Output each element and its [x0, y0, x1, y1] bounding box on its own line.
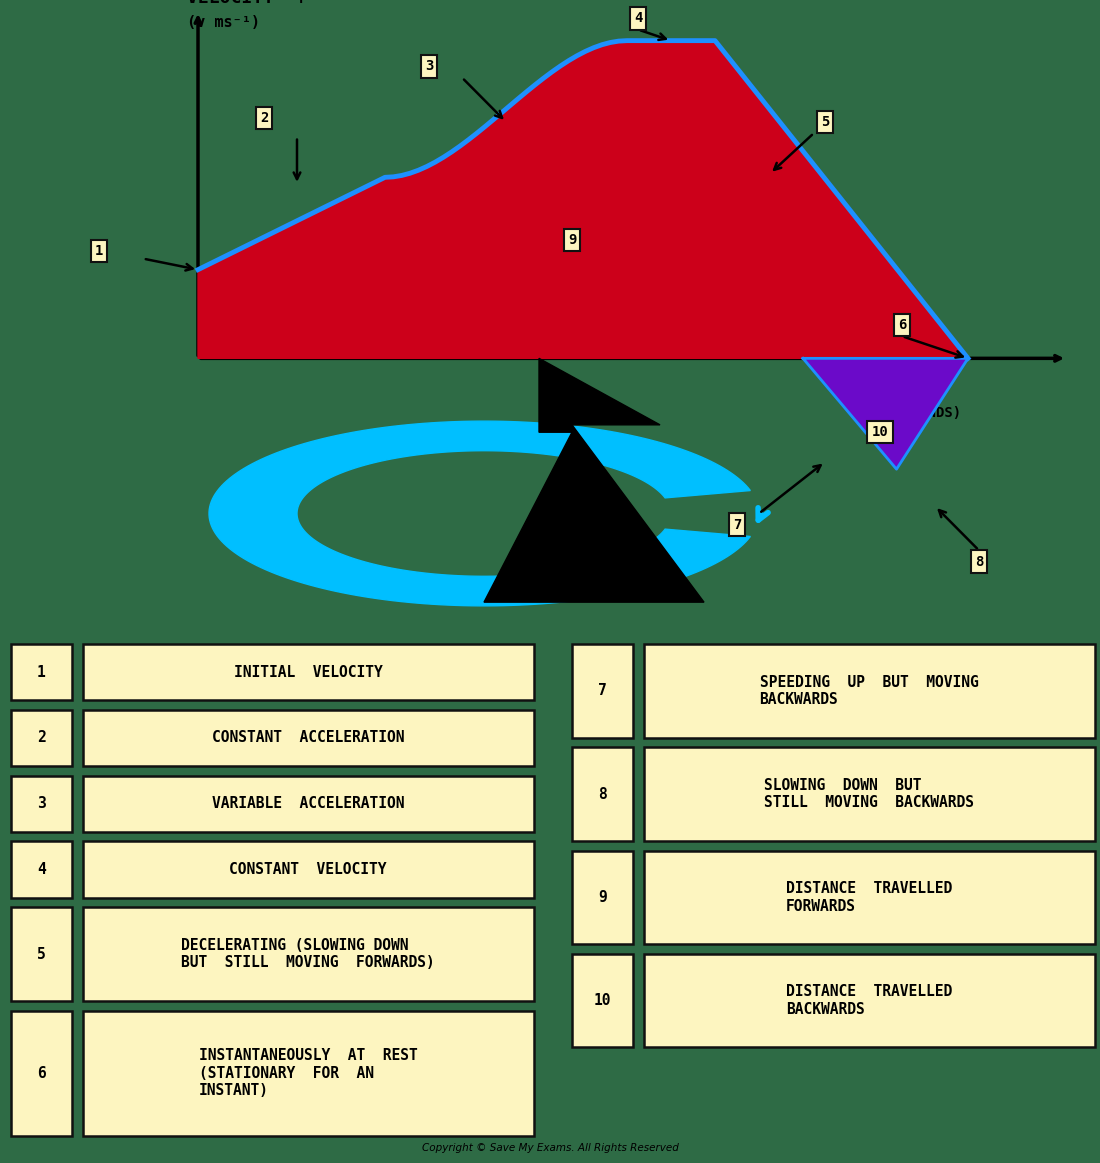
- FancyBboxPatch shape: [82, 776, 534, 832]
- Polygon shape: [209, 421, 750, 606]
- Polygon shape: [803, 358, 968, 469]
- FancyBboxPatch shape: [644, 644, 1094, 737]
- FancyBboxPatch shape: [11, 644, 72, 700]
- Text: 3: 3: [37, 797, 45, 812]
- FancyBboxPatch shape: [572, 748, 632, 841]
- Text: 3: 3: [425, 59, 433, 73]
- FancyBboxPatch shape: [11, 709, 72, 766]
- Text: 4: 4: [634, 12, 642, 26]
- Text: INSTANTANEOUSLY  AT  REST
(STATIONARY  FOR  AN
INSTANT): INSTANTANEOUSLY AT REST (STATIONARY FOR …: [199, 1049, 417, 1098]
- FancyBboxPatch shape: [644, 954, 1094, 1048]
- Text: 5: 5: [821, 115, 829, 129]
- Text: 5: 5: [37, 947, 45, 962]
- Text: Copyright © Save My Exams. All Rights Reserved: Copyright © Save My Exams. All Rights Re…: [421, 1143, 679, 1154]
- Text: 4: 4: [37, 862, 45, 877]
- FancyBboxPatch shape: [11, 1011, 72, 1136]
- Text: 6: 6: [898, 319, 906, 333]
- FancyBboxPatch shape: [82, 842, 534, 898]
- Text: 8: 8: [598, 786, 606, 801]
- FancyBboxPatch shape: [644, 850, 1094, 944]
- Text: 1: 1: [95, 244, 103, 258]
- FancyBboxPatch shape: [11, 907, 72, 1001]
- FancyBboxPatch shape: [572, 850, 632, 944]
- Text: 1: 1: [37, 665, 45, 679]
- FancyBboxPatch shape: [644, 748, 1094, 841]
- Text: 7: 7: [598, 684, 606, 698]
- FancyBboxPatch shape: [572, 954, 632, 1048]
- FancyBboxPatch shape: [82, 1011, 534, 1136]
- Text: DECELERATING (SLOWING DOWN
BUT  STILL  MOVING  FORWARDS): DECELERATING (SLOWING DOWN BUT STILL MOV…: [182, 937, 434, 970]
- Polygon shape: [198, 41, 968, 358]
- Text: CONSTANT  VELOCITY: CONSTANT VELOCITY: [229, 862, 387, 877]
- Text: 6: 6: [37, 1066, 45, 1080]
- Text: 2: 2: [260, 112, 268, 126]
- FancyBboxPatch shape: [11, 842, 72, 898]
- Polygon shape: [484, 358, 704, 602]
- Text: 2: 2: [37, 730, 45, 745]
- Text: VELOCITY  ↑: VELOCITY ↑: [187, 0, 307, 7]
- Text: VARIABLE  ACCELERATION: VARIABLE ACCELERATION: [211, 797, 404, 812]
- Text: (v ms⁻¹): (v ms⁻¹): [187, 15, 260, 29]
- Text: SPEEDING  UP  BUT  MOVING
BACKWARDS: SPEEDING UP BUT MOVING BACKWARDS: [760, 675, 978, 707]
- FancyBboxPatch shape: [82, 907, 534, 1001]
- Text: 9: 9: [568, 233, 576, 247]
- FancyBboxPatch shape: [11, 776, 72, 832]
- Text: INITIAL  VELOCITY: INITIAL VELOCITY: [233, 665, 383, 679]
- Text: TIME: TIME: [902, 384, 942, 402]
- Text: DISTANCE  TRAVELLED
BACKWARDS: DISTANCE TRAVELLED BACKWARDS: [785, 984, 953, 1016]
- Text: 8: 8: [975, 555, 983, 569]
- Text: CONSTANT  ACCELERATION: CONSTANT ACCELERATION: [211, 730, 404, 745]
- Text: 9: 9: [598, 890, 606, 905]
- Text: SLOWING  DOWN  BUT
STILL  MOVING  BACKWARDS: SLOWING DOWN BUT STILL MOVING BACKWARDS: [764, 778, 974, 811]
- FancyBboxPatch shape: [572, 644, 632, 737]
- FancyBboxPatch shape: [82, 709, 534, 766]
- Text: 10: 10: [594, 993, 610, 1008]
- Text: 10: 10: [871, 426, 889, 440]
- Text: (t SECONDS): (t SECONDS): [869, 406, 961, 420]
- Text: 7: 7: [733, 518, 741, 531]
- FancyBboxPatch shape: [82, 644, 534, 700]
- Text: DISTANCE  TRAVELLED
FORWARDS: DISTANCE TRAVELLED FORWARDS: [785, 882, 953, 914]
